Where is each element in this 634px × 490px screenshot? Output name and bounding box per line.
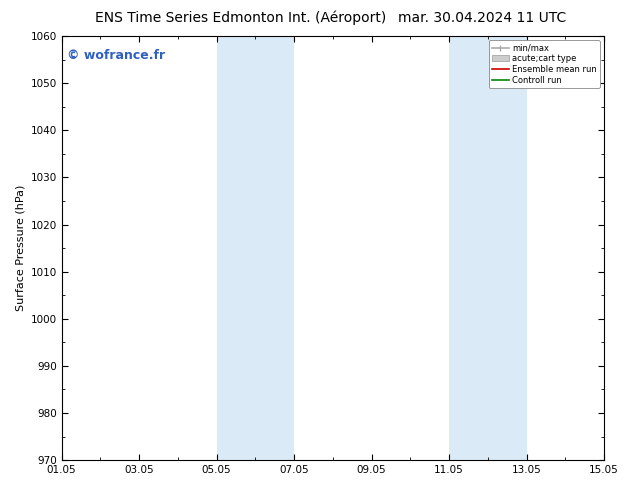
- Bar: [488, 36, 527, 460]
- Text: © wofrance.fr: © wofrance.fr: [67, 49, 165, 62]
- Y-axis label: Surface Pressure (hPa): Surface Pressure (hPa): [15, 185, 25, 311]
- Bar: [256, 36, 294, 460]
- Bar: [449, 36, 488, 460]
- Bar: [217, 36, 256, 460]
- Text: ENS Time Series Edmonton Int. (Aéroport): ENS Time Series Edmonton Int. (Aéroport): [95, 11, 387, 25]
- Text: mar. 30.04.2024 11 UTC: mar. 30.04.2024 11 UTC: [398, 11, 566, 25]
- Legend: min/max, acute;cart type, Ensemble mean run, Controll run: min/max, acute;cart type, Ensemble mean …: [489, 40, 600, 88]
